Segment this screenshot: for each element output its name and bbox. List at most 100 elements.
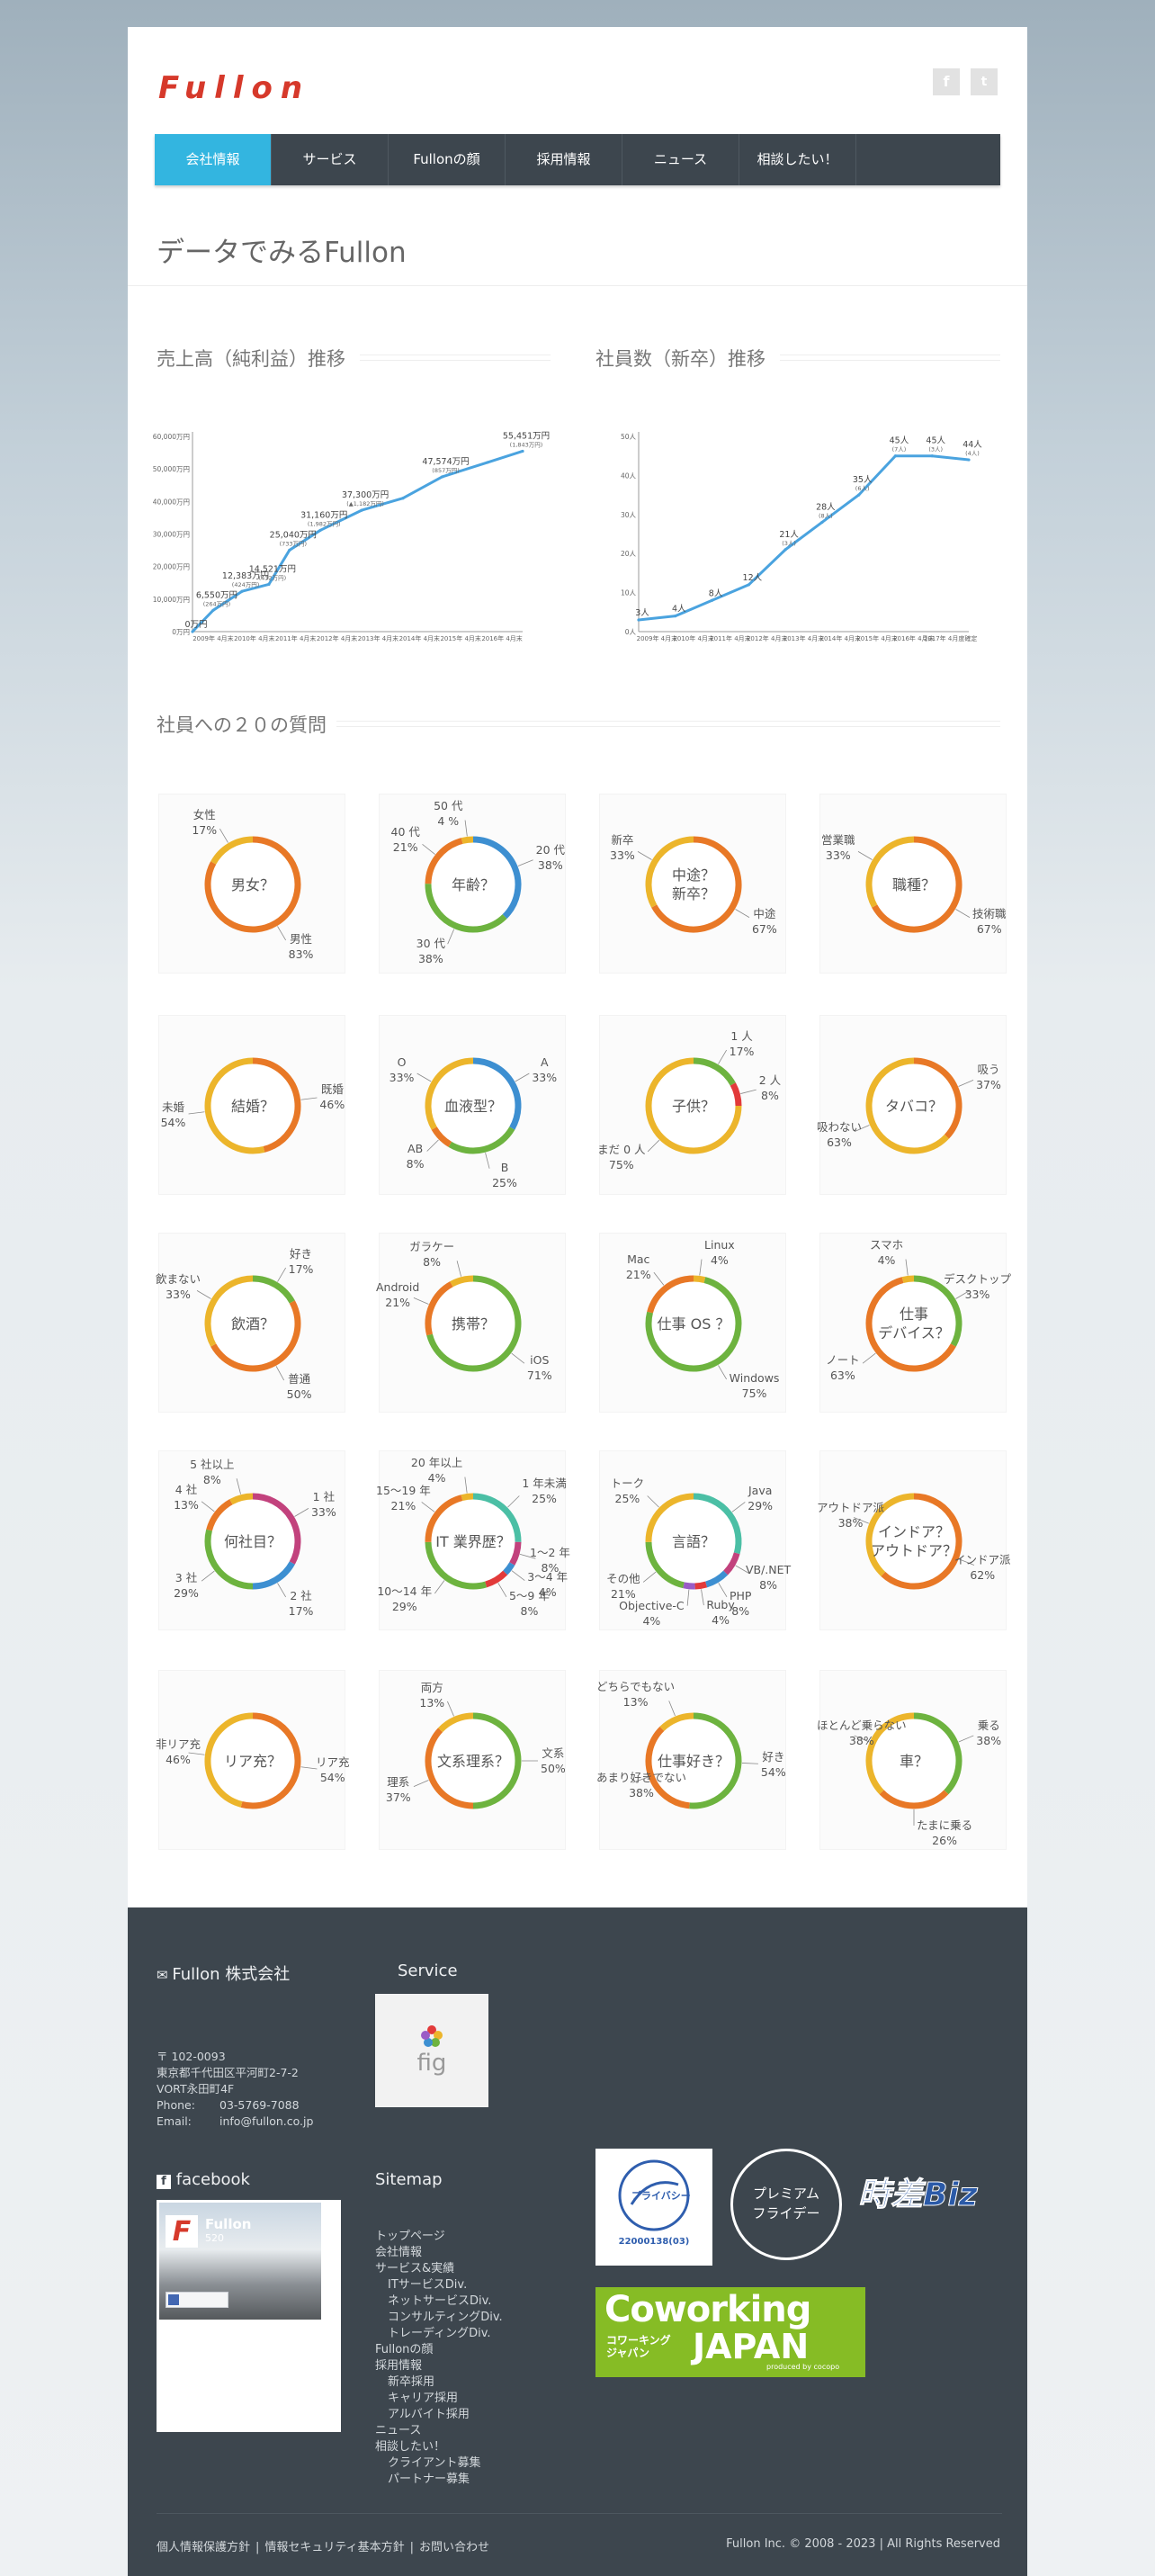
data-label: 12,383万円	[222, 571, 269, 581]
sitemap-link[interactable]: サービス&実績	[375, 2262, 455, 2275]
sitemap-link[interactable]: 相談したい！	[375, 2440, 446, 2454]
slice-label: まだ 0 人 75%	[597, 1142, 646, 1171]
x-tick-label: 2015年 4月末	[440, 634, 481, 642]
fig-service-logo[interactable]: fig	[375, 1994, 488, 2107]
data-point	[521, 449, 524, 453]
leader-line	[632, 1776, 649, 1783]
donut-chart	[853, 1493, 975, 1590]
sitemap-link[interactable]: 新卒採用	[388, 2375, 435, 2389]
data-point	[211, 608, 215, 612]
sitemap-link[interactable]: トップページ	[375, 2230, 445, 2243]
donut-slice	[659, 1712, 694, 1731]
nav-faces[interactable]: Fullonの顔	[389, 134, 506, 185]
question-card: Java 29% VB/.NET 8% PHP 8% Ruby 4% Objective-C 4%…	[599, 1450, 791, 1630]
slice-label: Objective-C 4%	[619, 1598, 685, 1628]
slice-label: リア充 54%	[316, 1755, 350, 1785]
data-point	[360, 508, 363, 512]
nav-service[interactable]: サービス	[272, 134, 389, 185]
leader-line	[497, 1583, 507, 1597]
sitemap-link[interactable]: 会社情報	[375, 2246, 423, 2259]
slice-label: 10〜14 年 29%	[377, 1584, 433, 1614]
slice-label: 既婚 46%	[319, 1082, 345, 1111]
slice-label: 1 社 33%	[310, 1490, 336, 1520]
donut-chart	[421, 1476, 536, 1597]
nav-news[interactable]: ニュース	[622, 134, 739, 185]
data-sublabel: (3人)	[782, 540, 796, 547]
donut-slice	[240, 1712, 301, 1809]
donut-slice	[913, 1057, 962, 1139]
nav-consult[interactable]: 相談したい！	[739, 134, 856, 185]
data-point	[486, 461, 489, 464]
y-tick-label: 40人	[621, 471, 637, 480]
facebook-icon[interactable]: f	[933, 68, 960, 95]
donut-chart	[188, 1712, 318, 1809]
data-point	[191, 630, 194, 633]
x-tick-label: 2010年 4月末	[234, 634, 275, 642]
data-point	[674, 615, 677, 618]
data-sublabel: (4人)	[965, 450, 980, 457]
fig-flower-icon	[421, 2025, 443, 2047]
question-card: 1 社 33% 2 社 17% 3 社 29% 4 社 13% 5 社以上 8% 何社目？	[158, 1450, 345, 1630]
slice-label: B 25%	[492, 1161, 517, 1190]
y-tick-label: 20,000万円	[153, 563, 190, 571]
section-title-staff: 社員数（新卒）推移	[595, 348, 766, 370]
x-tick-label: 2011年 4月末	[275, 634, 317, 642]
slice-label: Mac 21%	[625, 1252, 651, 1281]
y-tick-label: 0万円	[172, 628, 190, 636]
sitemap-link[interactable]: Fullonの顔	[375, 2343, 434, 2356]
twitter-icon[interactable]: t	[971, 68, 998, 95]
footer-facebook-title: f facebook	[157, 2170, 250, 2189]
sitemap-link[interactable]: アルバイト採用	[388, 2408, 470, 2421]
privacy-policy-link[interactable]: 個人情報保護方針	[157, 2541, 251, 2554]
donut-slice	[872, 836, 962, 933]
sitemap-link[interactable]: パートナー募集	[388, 2473, 470, 2486]
sitemap-link[interactable]: ニュース	[375, 2424, 422, 2437]
facebook-like-button[interactable]	[166, 2292, 228, 2308]
donut-chart	[196, 1267, 301, 1381]
facebook-widget[interactable]: F Fullon 520	[157, 2200, 341, 2432]
email-link[interactable]: info@fullon.co.jp	[219, 2114, 314, 2128]
leader-line	[718, 1049, 727, 1064]
sitemap-link[interactable]: キャリア採用	[388, 2392, 459, 2405]
nav-recruit[interactable]: 採用情報	[506, 134, 622, 185]
slice-label: 男性 83%	[288, 931, 314, 961]
donut-slice	[865, 1493, 915, 1576]
leader-line	[958, 1080, 974, 1087]
donut-chart	[854, 1712, 974, 1826]
x-tick-label: 2010年 4月末	[673, 634, 714, 642]
leader-line	[857, 851, 873, 860]
slice-label: Windows 75%	[729, 1370, 780, 1400]
main-nav: 会社情報 サービス Fullonの顔 採用情報 ニュース 相談したい！	[155, 134, 1000, 185]
jisa-biz-badge[interactable]: 時差Biz	[858, 2177, 979, 2214]
donut-slice	[425, 1494, 463, 1542]
leader-line	[416, 1073, 432, 1082]
sitemap-link[interactable]: ネットサービスDiv.	[388, 2294, 492, 2308]
data-label: 25,040万円	[270, 530, 317, 540]
fullon-logo[interactable]: Fullon	[158, 70, 311, 106]
data-point	[893, 454, 898, 458]
premium-friday-badge[interactable]: プレミアム フライデー	[730, 2149, 842, 2260]
donut-chart	[857, 836, 971, 933]
series-line	[638, 454, 970, 622]
sitemap-link[interactable]: ITサービスDiv.	[388, 2278, 468, 2292]
question-card: インドア派 62% アウトドア派 38% インドア？ アウトドア？	[817, 1450, 1011, 1630]
contact-link[interactable]: お問い合わせ	[419, 2541, 490, 2554]
coworking-japan-badge[interactable]: Coworking コワーキング ジャパン JAPAN produced by c…	[595, 2287, 865, 2377]
slice-label: 乗る 38%	[976, 1718, 1002, 1747]
leader-line	[294, 1508, 309, 1517]
slice-label: 非リア充 46%	[156, 1737, 201, 1766]
sitemap-link[interactable]: コンサルティングDiv.	[388, 2311, 503, 2324]
data-label: 31,160万円	[300, 510, 347, 520]
sitemap-link[interactable]: クライアント募集	[388, 2456, 481, 2470]
security-policy-link[interactable]: 情報セキュリティ基本方針	[264, 2541, 405, 2554]
donut-center	[649, 839, 739, 929]
privacy-mark-badge[interactable]: プライバシー 22000138(03)	[595, 2149, 712, 2266]
nav-company[interactable]: 会社情報	[155, 134, 272, 185]
donut-slice	[913, 1712, 962, 1795]
data-point	[240, 589, 244, 593]
sitemap-link[interactable]: トレーディングDiv.	[388, 2327, 491, 2340]
data-sublabel: (8人)	[819, 512, 833, 519]
donut-chart	[201, 1478, 309, 1598]
sitemap-link[interactable]: 採用情報	[375, 2359, 423, 2373]
donut-center	[428, 839, 518, 929]
